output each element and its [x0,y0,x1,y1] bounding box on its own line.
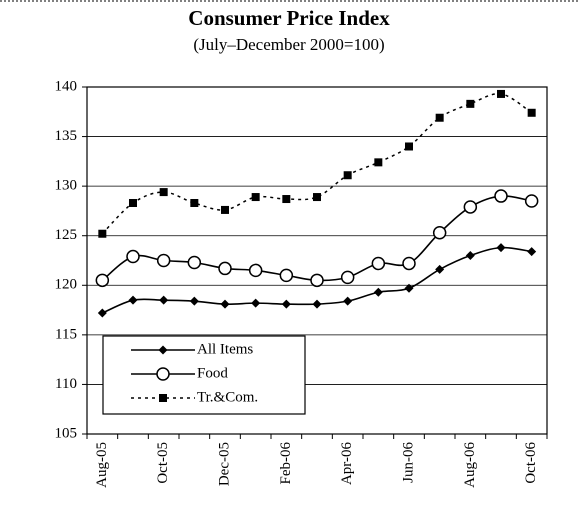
marker [527,247,537,257]
chart-subtitle: (July–December 2000=100) [193,35,384,54]
marker [435,113,444,122]
marker [221,205,229,214]
marker [279,268,294,283]
legend-marker [158,345,168,355]
marker [404,283,414,293]
marker [497,89,505,98]
marker [463,200,478,214]
marker [159,295,169,305]
plot-border [86,86,548,435]
marker [126,249,140,264]
marker [435,264,445,274]
marker [371,256,386,271]
marker [465,251,475,261]
marker [97,308,107,318]
marker [187,255,202,270]
marker [494,189,508,203]
marker [402,256,416,271]
marker [310,273,324,288]
legend-label: Tr.&Com. [197,389,258,405]
marker [156,253,171,268]
marker [527,108,536,117]
x-tick-label: Feb-06 [278,442,294,485]
marker [159,188,168,197]
marker [128,295,138,305]
marker [190,198,199,207]
marker [248,263,263,278]
y-tick-label: 120 [55,277,78,293]
y-tick-label: 115 [55,326,77,342]
marker [340,270,355,285]
x-tick-label: Aug-05 [94,442,110,488]
marker [282,195,291,204]
marker [281,299,291,309]
y-tick-label: 135 [55,128,78,144]
marker [343,296,353,306]
marker [466,99,475,108]
x-tick-label: Oct-05 [155,442,171,484]
y-tick-label: 105 [55,425,78,441]
y-tick-label: 110 [55,376,77,392]
marker [373,287,383,297]
x-tick-label: Aug-06 [462,442,478,488]
marker [251,193,260,202]
marker [524,194,539,208]
legend: All Items Food Tr.&Com. [102,335,306,415]
series-line [101,93,533,235]
marker [312,299,322,309]
y-tick-label: 130 [55,178,78,194]
x-tick-label: Oct-06 [523,442,539,484]
marker [374,158,383,167]
legend-box [102,335,306,415]
x-tick-label: Dec-05 [216,442,232,486]
marker [220,299,230,309]
marker [251,298,261,308]
marker [432,225,447,240]
marker [129,198,137,207]
legend-marker [159,394,167,402]
legend-label: Food [197,365,228,381]
marker [98,229,107,238]
marker [189,296,199,306]
marker [313,193,321,202]
marker [405,142,413,151]
legend-marker [156,367,170,381]
marker [218,261,232,276]
legend-label: All Items [197,341,253,357]
marker [95,273,110,288]
chart-title: Consumer Price Index [188,6,390,30]
x-tick-label: Jun-06 [400,442,416,483]
x-tick-label: Apr-06 [339,442,355,486]
y-tick-label: 140 [55,78,78,94]
y-tick-label: 125 [55,227,78,243]
marker [343,171,352,180]
marker [496,243,506,253]
